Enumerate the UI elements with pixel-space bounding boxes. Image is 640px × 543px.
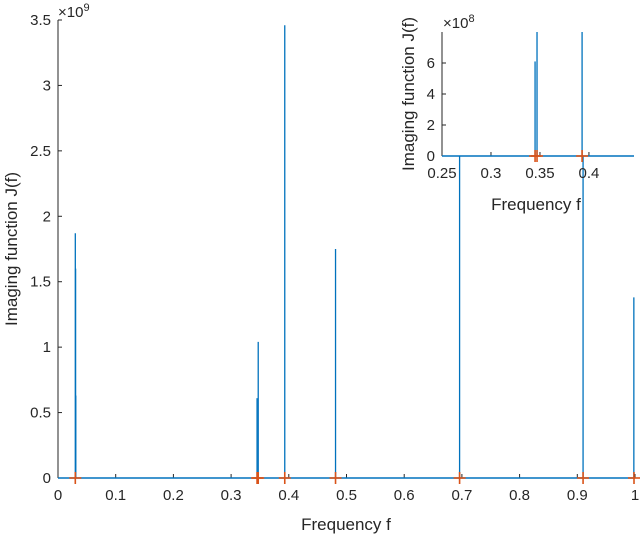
inset-y-exponent: ×108: [443, 13, 475, 32]
y-tick-label: 4: [427, 86, 435, 103]
inset-y-axis-label: Imaging function J(f): [399, 17, 418, 171]
inset-axes: 0 2 4 6 0.25 0.3 0.35 0.4: [427, 32, 634, 182]
x-tick-label: 0.25: [427, 165, 456, 182]
y-tick-label: 2: [427, 117, 435, 134]
true-frequency-marker: [329, 472, 342, 484]
true-frequency-marker: [69, 472, 82, 484]
y-tick-label: 0: [43, 470, 51, 487]
inset-x-axis-label: Frequency f: [491, 195, 581, 214]
x-tick-label: 0.2: [163, 487, 184, 504]
x-tick-label: 0.8: [509, 487, 530, 504]
x-tick-label: 0.3: [221, 487, 242, 504]
inset-background: [442, 32, 634, 156]
y-tick-label: 0: [427, 148, 435, 165]
y-tick-label: 1.5: [30, 274, 51, 291]
true-frequency-marker: [628, 472, 640, 484]
x-tick-label: 0.4: [579, 165, 600, 182]
true-frequency-marker: [577, 472, 590, 484]
main-axes: 0 0.5 1 1.5 2 2.5 3 3.5 0 0.1 0.2 0.3 0.4 0.5 0.6 0.7 0.…: [30, 12, 640, 504]
y-tick-label: 2.5: [30, 143, 51, 160]
y-tick-label: 1: [43, 339, 51, 356]
x-tick-label: 0.6: [394, 487, 415, 504]
y-tick-label: 3: [43, 77, 51, 94]
x-tick-label: 0: [54, 487, 62, 504]
x-tick-label: 1: [631, 487, 639, 504]
x-tick-label: 0.9: [567, 487, 588, 504]
true-frequency-marker: [252, 472, 265, 484]
x-tick-label: 0.7: [451, 487, 472, 504]
y-tick-label: 6: [427, 55, 435, 72]
x-tick-label: 0.1: [105, 487, 126, 504]
true-frequency-marker: [531, 150, 544, 162]
y-tick-label: 3.5: [30, 12, 51, 29]
y-tick-label: 0.5: [30, 405, 51, 422]
x-tick-label: 0.35: [525, 165, 554, 182]
main-y-axis-label: Imaging function J(f): [2, 172, 21, 326]
x-tick-label: 0.5: [336, 487, 357, 504]
main-y-exponent: ×109: [58, 2, 90, 21]
y-tick-label: 2: [43, 208, 51, 225]
x-tick-label: 0.4: [278, 487, 299, 504]
x-tick-label: 0.3: [481, 165, 502, 182]
true-frequency-marker: [576, 150, 589, 162]
true-frequency-marker: [453, 472, 466, 484]
true-frequency-marker: [278, 472, 291, 484]
main-x-axis-label: Frequency f: [301, 515, 391, 534]
